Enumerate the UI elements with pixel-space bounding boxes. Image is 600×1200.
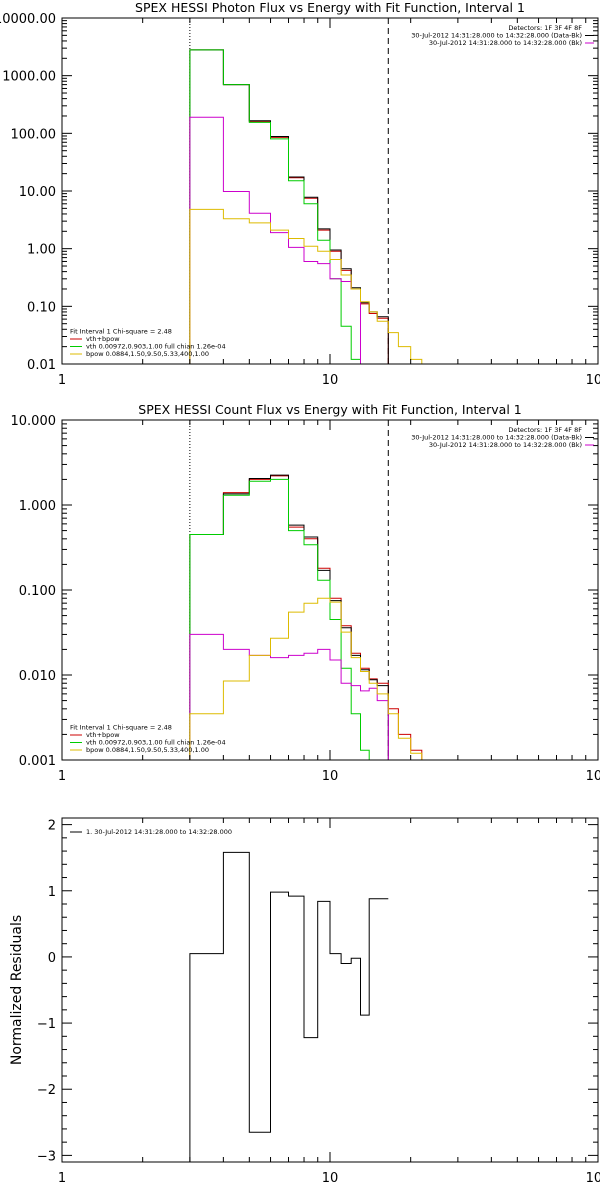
legend-entry: Fit Interval 1 Chi-square = 2.48 bbox=[70, 724, 172, 732]
legend: Fit Interval 1 Chi-square = 2.48vth+bpow… bbox=[70, 724, 226, 754]
series-3-line bbox=[189, 49, 361, 364]
x-tick-label: 1 bbox=[58, 769, 66, 784]
y-tick-label: 0 bbox=[48, 951, 56, 966]
y-tick-label: 0.001 bbox=[19, 754, 56, 769]
x-tick-label: 10 bbox=[322, 769, 339, 784]
series-5-line bbox=[189, 597, 423, 760]
y-tick-label: 0.100 bbox=[19, 584, 56, 599]
x-tick-label: 100 bbox=[586, 1171, 600, 1186]
series-1-line bbox=[189, 475, 423, 760]
series-4-line bbox=[189, 633, 389, 760]
x-tick-label: 10 bbox=[322, 1171, 339, 1186]
y-tick-label: 100.00 bbox=[11, 127, 57, 142]
legend-entry: vth 0.00972,0.903,1.00 full chian 1.26e-… bbox=[86, 343, 226, 351]
y-axis-title: Normalized Residuals bbox=[9, 915, 25, 1065]
y-tick-label: 0.01 bbox=[27, 358, 56, 373]
chart-residuals: 1 10 100 −3 −2 −1 0 1 2 Normalized Residuals 1. 30… bbox=[9, 817, 600, 1186]
y-tick-label: −1 bbox=[37, 1017, 56, 1032]
legend-entry: Fit Interval 1 Chi-square = 2.48 bbox=[70, 328, 172, 336]
y-tick-label: 1 bbox=[48, 885, 56, 900]
series-5-line bbox=[189, 208, 423, 364]
legend-entry: bpow 0.0884,1.50,9.50,5.33,400,1.00 bbox=[86, 350, 209, 358]
y-tick-label: 1000.00 bbox=[2, 70, 56, 85]
y-tick-label: 1.00 bbox=[27, 243, 56, 258]
y-tick-label: −2 bbox=[37, 1083, 56, 1098]
legend-entry: 1. 30-Jul-2012 14:31:28.000 to 14:32:28.… bbox=[86, 828, 232, 836]
legend-header: Detectors: 1F 3F 4F 8F bbox=[508, 24, 582, 32]
legend-entry: 30-Jul-2012 14:31:28.000 to 14:32:28.000… bbox=[411, 32, 582, 40]
legend-entry: 30-Jul-2012 14:31:28.000 to 14:32:28.000… bbox=[411, 434, 582, 442]
plot-frame bbox=[61, 17, 599, 365]
y-tick-label: 10000.00 bbox=[0, 12, 56, 27]
legend-entry: vth+bpow bbox=[86, 731, 120, 739]
legend-entry: vth+bpow bbox=[86, 335, 120, 343]
y-tick-label: −3 bbox=[37, 1149, 56, 1164]
x-tick-label: 100 bbox=[586, 769, 600, 784]
legend-entry: bpow 0.0884,1.50,9.50,5.33,400,1.00 bbox=[86, 746, 209, 754]
y-tick-label: 0.010 bbox=[19, 669, 56, 684]
series-1-line bbox=[189, 851, 389, 1162]
y-tick-label: 10.00 bbox=[19, 185, 56, 200]
plot-frame bbox=[61, 817, 599, 1163]
chart-title: SPEX HESSI Count Flux vs Energy with Fit… bbox=[138, 402, 521, 417]
series-4-line bbox=[189, 116, 361, 364]
series-3-line bbox=[189, 478, 370, 760]
x-tick-label: 10 bbox=[322, 373, 339, 388]
legend-header: Detectors: 1F 3F 4F 8F bbox=[508, 426, 582, 434]
x-tick-label: 100 bbox=[586, 373, 600, 388]
chart-count: SPEX HESSI Count Flux vs Energy with Fit… bbox=[11, 402, 600, 784]
x-tick-label: 1 bbox=[58, 1171, 66, 1186]
y-tick-label: 2 bbox=[48, 819, 56, 834]
legend: Fit Interval 1 Chi-square = 2.48vth+bpow… bbox=[70, 328, 226, 358]
x-tick-label: 1 bbox=[58, 373, 66, 388]
series-2-line bbox=[189, 474, 389, 760]
legend: 1. 30-Jul-2012 14:31:28.000 to 14:32:28.… bbox=[70, 828, 232, 836]
y-tick-label: 10.000 bbox=[11, 414, 57, 429]
y-tick-label: 1.000 bbox=[19, 499, 56, 514]
chart-photon: SPEX HESSI Photon Flux vs Energy with Fi… bbox=[0, 0, 600, 388]
legend-entry: 30-Jul-2012 14:31:28.000 to 14:32:28.000… bbox=[429, 441, 582, 449]
series-2-line bbox=[189, 49, 389, 364]
legend-entry: 30-Jul-2012 14:31:28.000 to 14:32:28.000… bbox=[429, 39, 582, 47]
chart-title: SPEX HESSI Photon Flux vs Energy with Fi… bbox=[135, 0, 525, 15]
legend-entry: vth 0.00972,0.903,1.00 full chian 1.26e-… bbox=[86, 739, 226, 747]
y-tick-label: 0.10 bbox=[27, 300, 56, 315]
series-1-line bbox=[189, 49, 389, 364]
